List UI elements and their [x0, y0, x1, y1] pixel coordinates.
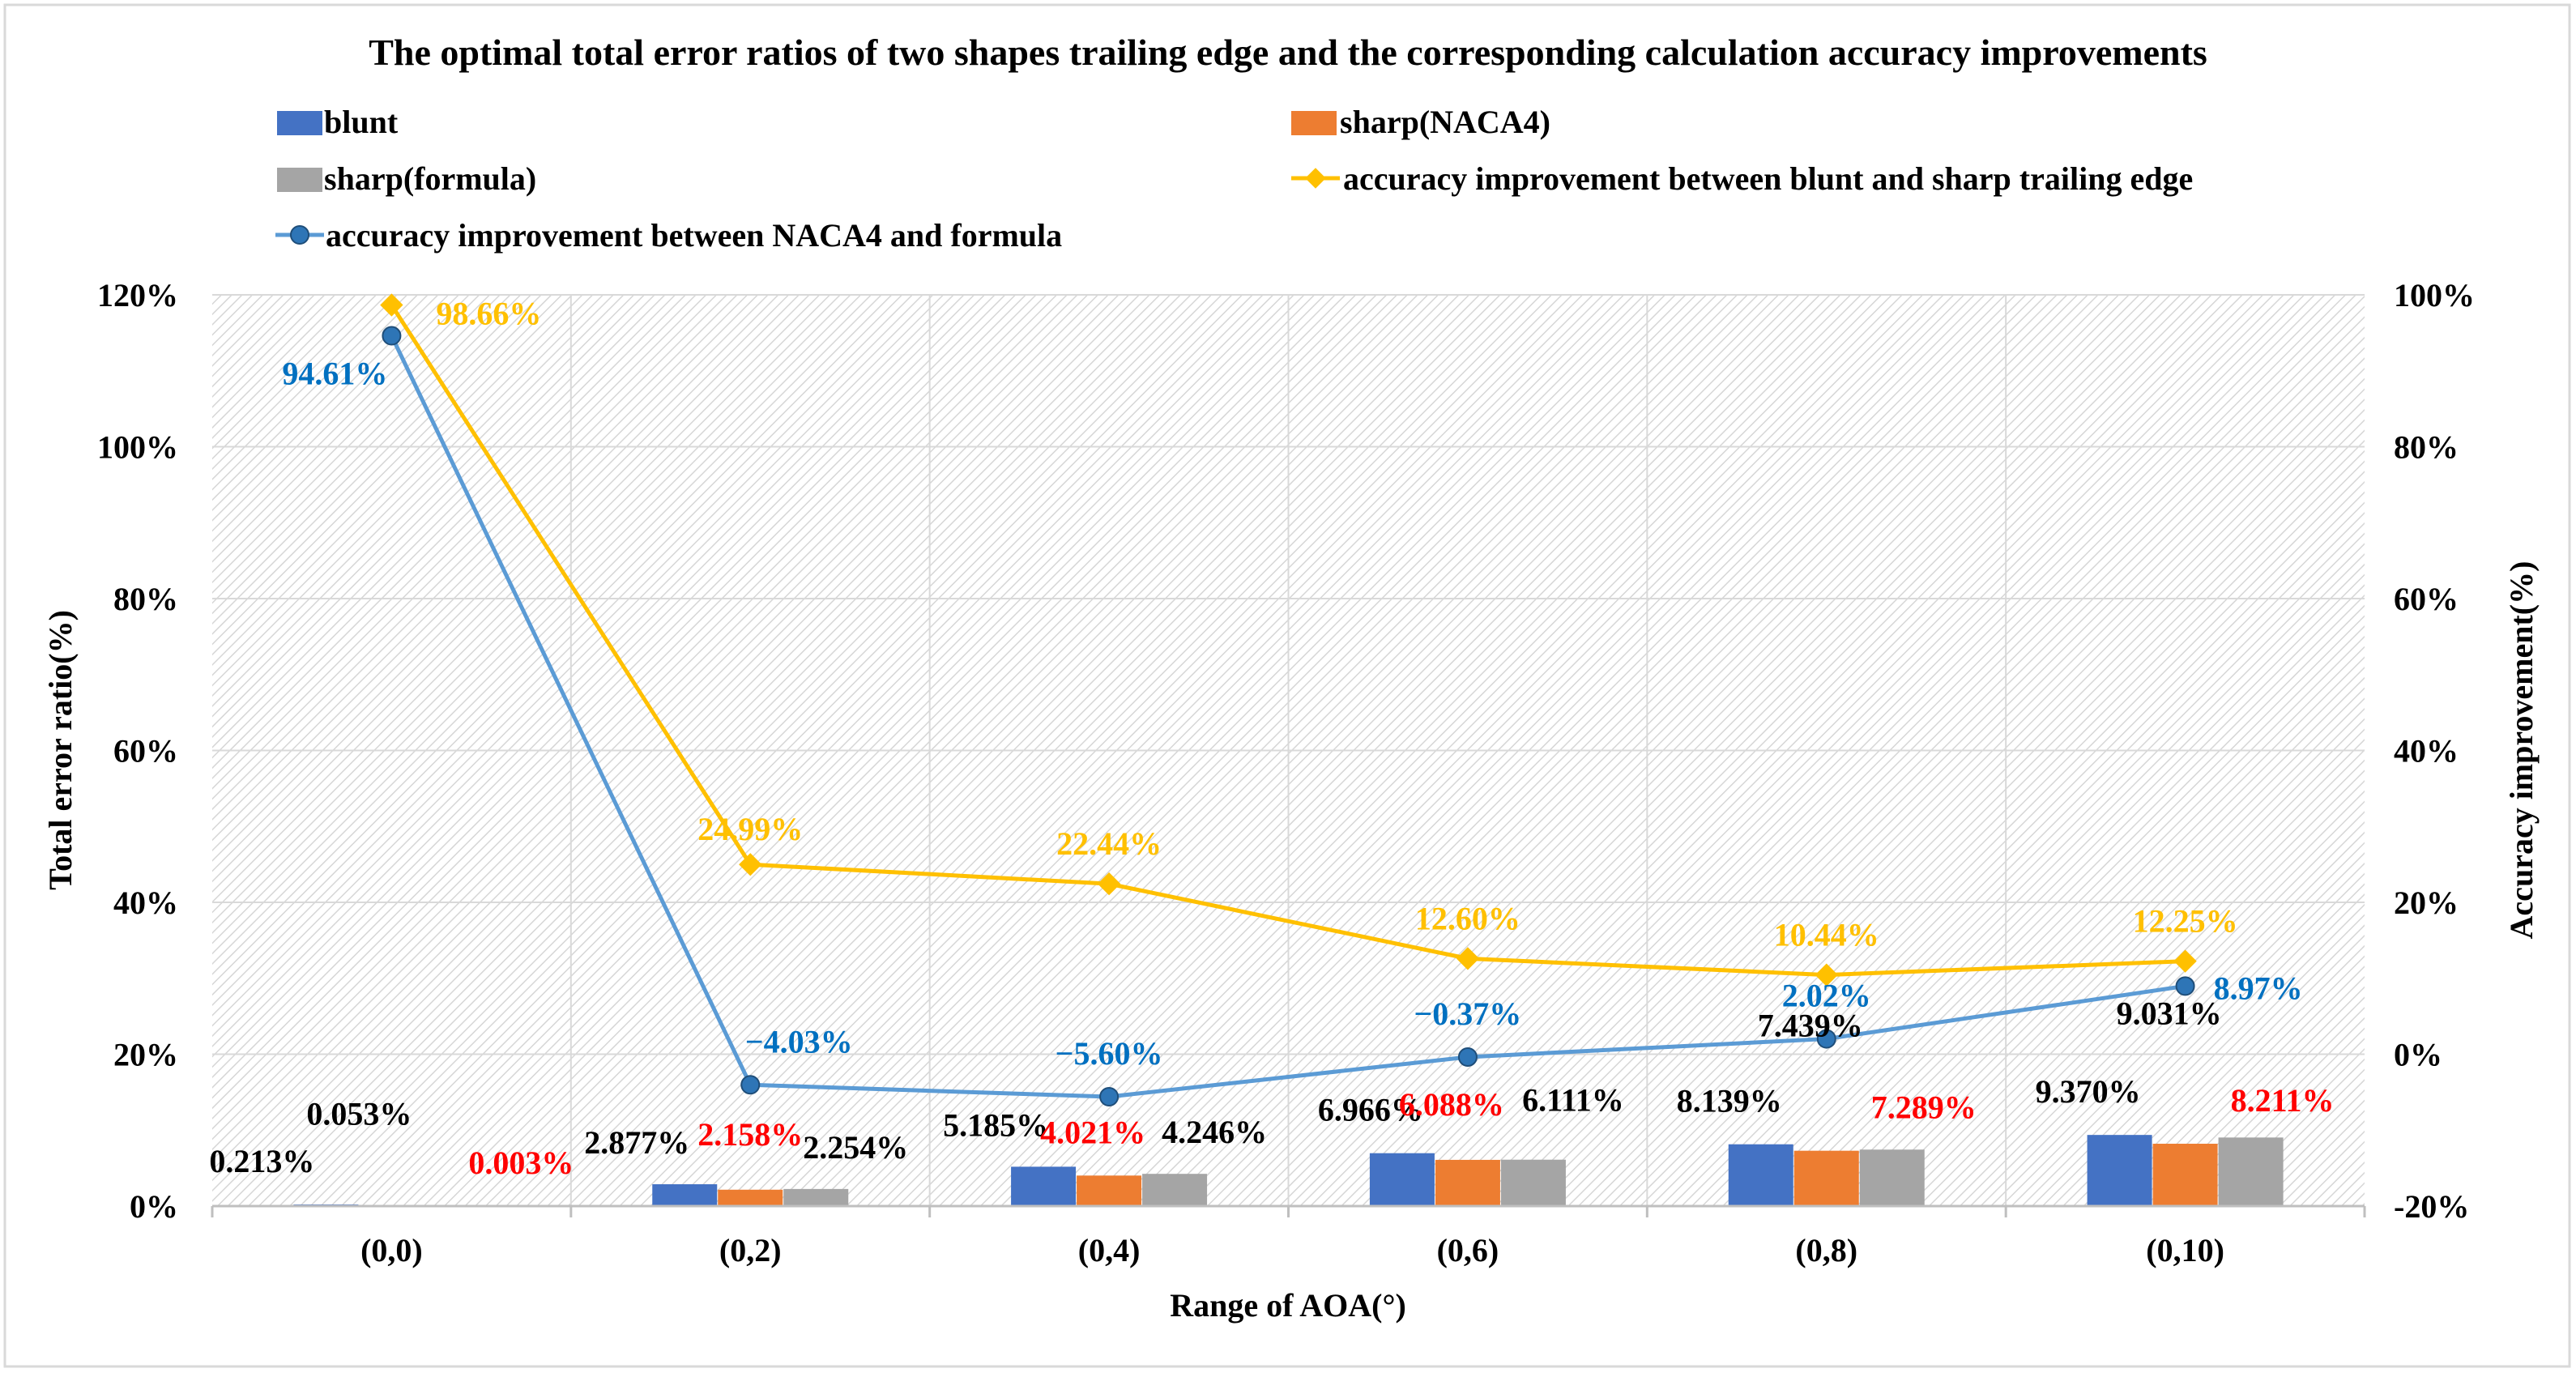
- legend-swatch-sharp-naca4: [1291, 111, 1337, 135]
- bar-label-blunt: 2.877%: [584, 1124, 689, 1161]
- y-tick-label: 60%: [113, 733, 178, 770]
- y2-tick-label: -20%: [2394, 1188, 2469, 1225]
- bar-label-blunt: 0.213%: [209, 1143, 314, 1179]
- legend-swatch-blunt: [277, 111, 322, 135]
- y-tick-label: 100%: [97, 429, 178, 466]
- line-label-improvement-naca4-formula: −0.37%: [1414, 995, 1522, 1032]
- bar-blunt: [1370, 1153, 1435, 1206]
- y-tick-label: 120%: [97, 277, 178, 313]
- bar-sharp-formula: [1501, 1160, 1566, 1206]
- marker-improvement-naca4-formula: [2177, 977, 2194, 995]
- bar-label-sharp-naca4: 4.021%: [1040, 1114, 1145, 1150]
- y-tick-label: 80%: [113, 581, 178, 617]
- y2-tick-label: 60%: [2394, 581, 2459, 617]
- line-label-improvement-blunt-sharp: 22.44%: [1056, 825, 1162, 862]
- x-tick-label: (0,8): [1795, 1232, 1857, 1268]
- y2-tick-label: 100%: [2394, 277, 2475, 313]
- line-label-improvement-blunt-sharp: 24.99%: [697, 811, 803, 847]
- y-axis-title: Total error ratio(%): [42, 610, 79, 890]
- bar-sharp-formula: [1860, 1149, 1925, 1206]
- marker-improvement-naca4-formula: [1459, 1048, 1477, 1066]
- bar-sharp-naca4: [1077, 1175, 1141, 1206]
- line-label-improvement-naca4-formula: 2.02%: [1782, 978, 1871, 1014]
- legend-swatch-sharp-formula: [277, 168, 322, 192]
- legend-item-improvement-blunt-sharp[interactable]: accuracy improvement between blunt and s…: [1291, 160, 2193, 197]
- line-label-improvement-naca4-formula: −4.03%: [745, 1023, 853, 1059]
- legend-label-improvement-naca4-formula: accuracy improvement between NACA4 and f…: [326, 217, 1062, 254]
- y-tick-label: 0%: [130, 1188, 178, 1225]
- bar-label-blunt: 5.185%: [943, 1106, 1048, 1143]
- legend-label-improvement-blunt-sharp: accuracy improvement between blunt and s…: [1343, 160, 2193, 197]
- y2-tick-label: 20%: [2394, 885, 2459, 921]
- y2-tick-label: 0%: [2394, 1037, 2442, 1073]
- bar-blunt: [1011, 1166, 1076, 1206]
- bar-sharp-naca4: [718, 1190, 783, 1206]
- bar-sharp-formula: [783, 1189, 848, 1206]
- marker-improvement-naca4-formula: [741, 1076, 759, 1094]
- bar-label-sharp-formula: 2.254%: [803, 1129, 908, 1166]
- bar-sharp-naca4: [1435, 1160, 1500, 1206]
- line-label-improvement-blunt-sharp: 10.44%: [1774, 917, 1879, 953]
- legend-label-blunt: blunt: [324, 104, 399, 140]
- x-tick-label: (0,10): [2146, 1232, 2224, 1268]
- bar-label-sharp-formula: 6.111%: [1522, 1082, 1624, 1119]
- y-tick-label: 40%: [113, 885, 178, 921]
- bar-label-sharp-formula: 0.053%: [306, 1096, 412, 1132]
- chart-title: The optimal total error ratios of two sh…: [369, 32, 2207, 73]
- bar-label-sharp-naca4: 0.003%: [468, 1145, 574, 1181]
- bar-sharp-naca4: [2153, 1144, 2218, 1206]
- bar-label-sharp-naca4: 2.158%: [697, 1116, 803, 1153]
- bar-sharp-formula: [1142, 1174, 1207, 1206]
- bar-label-sharp-formula: 4.246%: [1162, 1114, 1267, 1150]
- line-label-improvement-naca4-formula: 94.61%: [282, 356, 387, 392]
- line-label-improvement-blunt-sharp: 12.60%: [1415, 900, 1520, 936]
- marker-improvement-naca4-formula: [1100, 1088, 1118, 1106]
- x-tick-label: (0,0): [360, 1232, 423, 1268]
- x-tick-label: (0,2): [719, 1232, 782, 1268]
- x-tick-label: (0,4): [1078, 1232, 1141, 1268]
- line-label-improvement-blunt-sharp: 12.25%: [2133, 903, 2238, 940]
- legend-label-sharp-formula: sharp(formula): [324, 160, 536, 197]
- bar-blunt: [652, 1184, 717, 1206]
- bar-label-blunt: 9.370%: [2036, 1073, 2141, 1110]
- bar-blunt: [2088, 1135, 2152, 1206]
- bar-blunt: [1729, 1145, 1793, 1206]
- y2-axis-title: Accuracy improvement(%): [2503, 561, 2540, 940]
- line-label-improvement-blunt-sharp: 98.66%: [436, 296, 541, 332]
- bar-label-sharp-naca4: 6.088%: [1399, 1086, 1504, 1123]
- line-label-improvement-naca4-formula: 8.97%: [2214, 970, 2303, 1006]
- x-axis-title: Range of AOA(°): [1170, 1287, 1406, 1324]
- legend-marker-improvement-naca4-formula: [291, 226, 309, 244]
- y2-tick-label: 40%: [2394, 733, 2459, 770]
- bar-label-sharp-formula: 9.031%: [2117, 995, 2222, 1031]
- y-tick-label: 20%: [113, 1037, 178, 1073]
- bar-sharp-naca4: [1794, 1151, 1859, 1206]
- legend-label-sharp-naca4: sharp(NACA4): [1340, 104, 1550, 140]
- bar-label-sharp-naca4: 7.289%: [1871, 1089, 1977, 1126]
- x-tick-label: (0,6): [1437, 1232, 1499, 1268]
- legend-item-improvement-naca4-formula[interactable]: accuracy improvement between NACA4 and f…: [275, 217, 1062, 254]
- marker-improvement-naca4-formula: [382, 327, 400, 345]
- bar-label-sharp-naca4: 8.211%: [2231, 1082, 2335, 1119]
- line-label-improvement-naca4-formula: −5.60%: [1056, 1035, 1163, 1072]
- bar-sharp-formula: [2219, 1137, 2284, 1206]
- y2-tick-label: 80%: [2394, 429, 2459, 466]
- bar-label-blunt: 8.139%: [1677, 1083, 1782, 1119]
